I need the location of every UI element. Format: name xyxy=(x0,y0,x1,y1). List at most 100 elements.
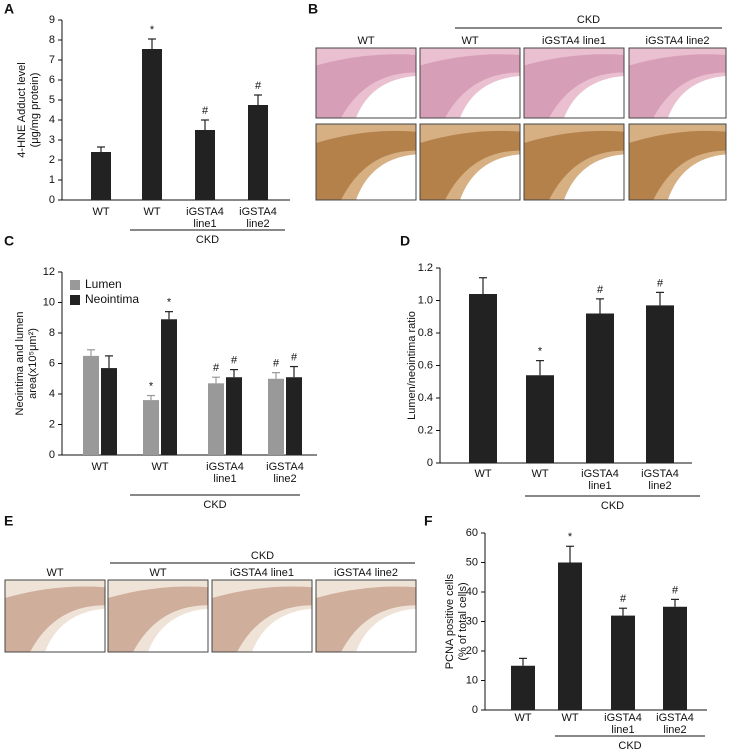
bar xyxy=(646,305,674,463)
panel-letter: C xyxy=(4,233,14,249)
group-label: CKD xyxy=(601,500,624,512)
lumen xyxy=(460,76,520,118)
column-label: iGSTA4 line1 xyxy=(542,35,606,47)
y-tick-label: 0.8 xyxy=(418,327,433,339)
annotation: # xyxy=(202,105,209,117)
bar xyxy=(663,606,687,710)
bar xyxy=(611,615,635,710)
group-label: CKD xyxy=(251,550,274,562)
tissue-band xyxy=(420,54,520,118)
y-tick-label: 9 xyxy=(49,14,55,26)
x-tick-label: WT xyxy=(143,206,160,218)
y-tick-label: 0 xyxy=(49,449,55,461)
lumen xyxy=(460,154,520,200)
tissue-band xyxy=(316,54,416,118)
lumen xyxy=(148,608,208,652)
x-tick-label: iGSTA4 xyxy=(239,206,277,218)
y-tick-label: 20 xyxy=(466,645,478,657)
bar xyxy=(248,105,268,200)
annotation: # xyxy=(273,358,280,370)
annotation: * xyxy=(149,380,154,392)
y-axis-label: (μg/mg protein) xyxy=(29,73,41,148)
y-axis-label: (% of total cells) xyxy=(457,582,469,660)
y-tick-label: 7 xyxy=(49,54,55,66)
x-tick-label: WT xyxy=(151,461,168,473)
micrograph-border xyxy=(628,123,727,201)
y-tick-label: 40 xyxy=(466,586,478,598)
y-tick-label: 6 xyxy=(49,357,55,369)
tissue-band xyxy=(316,586,416,652)
micrograph-border xyxy=(315,123,417,201)
y-tick-label: 6 xyxy=(49,74,55,86)
lumen xyxy=(252,608,312,652)
column-label: iGSTA4 line2 xyxy=(334,567,398,579)
group-label: CKD xyxy=(196,234,219,246)
annotation: # xyxy=(213,362,220,374)
bar xyxy=(208,383,224,455)
panel-letter: E xyxy=(4,513,13,529)
micrograph-border xyxy=(107,579,209,653)
column-label: iGSTA4 line1 xyxy=(230,567,294,579)
column-label: iGSTA4 line2 xyxy=(646,35,710,47)
x-tick-label: line2 xyxy=(273,473,296,485)
legend-label: Neointima xyxy=(85,292,139,306)
lumen xyxy=(564,154,624,200)
panel-letter: F xyxy=(424,513,433,529)
group-label: CKD xyxy=(203,499,226,511)
bar xyxy=(526,375,554,463)
tissue-band xyxy=(629,130,726,200)
bar xyxy=(195,130,215,200)
x-tick-label: iGSTA4 xyxy=(266,461,304,473)
bar xyxy=(101,368,117,455)
bar xyxy=(558,562,582,710)
bar xyxy=(161,319,177,455)
tissue-band xyxy=(524,130,624,200)
x-tick-label: WT xyxy=(514,712,531,724)
annotation: # xyxy=(291,351,298,363)
x-tick-label: iGSTA4 xyxy=(656,712,694,724)
y-tick-label: 4 xyxy=(49,114,55,126)
bar xyxy=(469,294,497,463)
micrograph-border xyxy=(523,47,625,119)
legend-swatch xyxy=(70,295,80,305)
tissue-band xyxy=(5,586,105,652)
y-tick-label: 0.4 xyxy=(418,392,433,404)
lumen xyxy=(356,76,416,118)
annotation: # xyxy=(231,355,238,367)
panel-letter: B xyxy=(308,1,318,17)
lumen xyxy=(564,76,624,118)
y-axis-label: area(x10⁵μm²) xyxy=(27,328,39,399)
annotation: # xyxy=(620,593,627,605)
y-tick-label: 1.2 xyxy=(418,262,433,274)
tissue-band xyxy=(420,130,520,200)
x-tick-label: line2 xyxy=(663,724,686,736)
x-tick-label: line1 xyxy=(193,218,216,230)
lumen xyxy=(667,76,726,118)
y-axis-label: PCNA positive cells xyxy=(444,573,456,669)
x-tick-label: iGSTA4 xyxy=(206,461,244,473)
y-tick-label: 8 xyxy=(49,327,55,339)
micrograph-border xyxy=(211,579,313,653)
bar xyxy=(286,377,302,455)
x-tick-label: line1 xyxy=(611,724,634,736)
y-tick-label: 10 xyxy=(43,296,55,308)
y-tick-label: 2 xyxy=(49,154,55,166)
lumen xyxy=(45,608,105,652)
y-tick-label: 4 xyxy=(49,388,55,400)
annotation: * xyxy=(150,24,155,36)
group-label: CKD xyxy=(577,14,600,26)
bar xyxy=(142,49,162,200)
bar xyxy=(268,378,284,455)
legend-label: Lumen xyxy=(85,277,122,291)
x-tick-label: WT xyxy=(91,461,108,473)
y-tick-label: 0 xyxy=(427,457,433,469)
tissue-band xyxy=(629,54,726,118)
group-label: CKD xyxy=(618,740,641,752)
y-axis-label: Neointima and lumen xyxy=(14,312,26,416)
y-tick-label: 50 xyxy=(466,556,478,568)
bar xyxy=(586,313,614,463)
y-tick-label: 8 xyxy=(49,34,55,46)
y-tick-label: 3 xyxy=(49,134,55,146)
y-tick-label: 0.6 xyxy=(418,359,433,371)
